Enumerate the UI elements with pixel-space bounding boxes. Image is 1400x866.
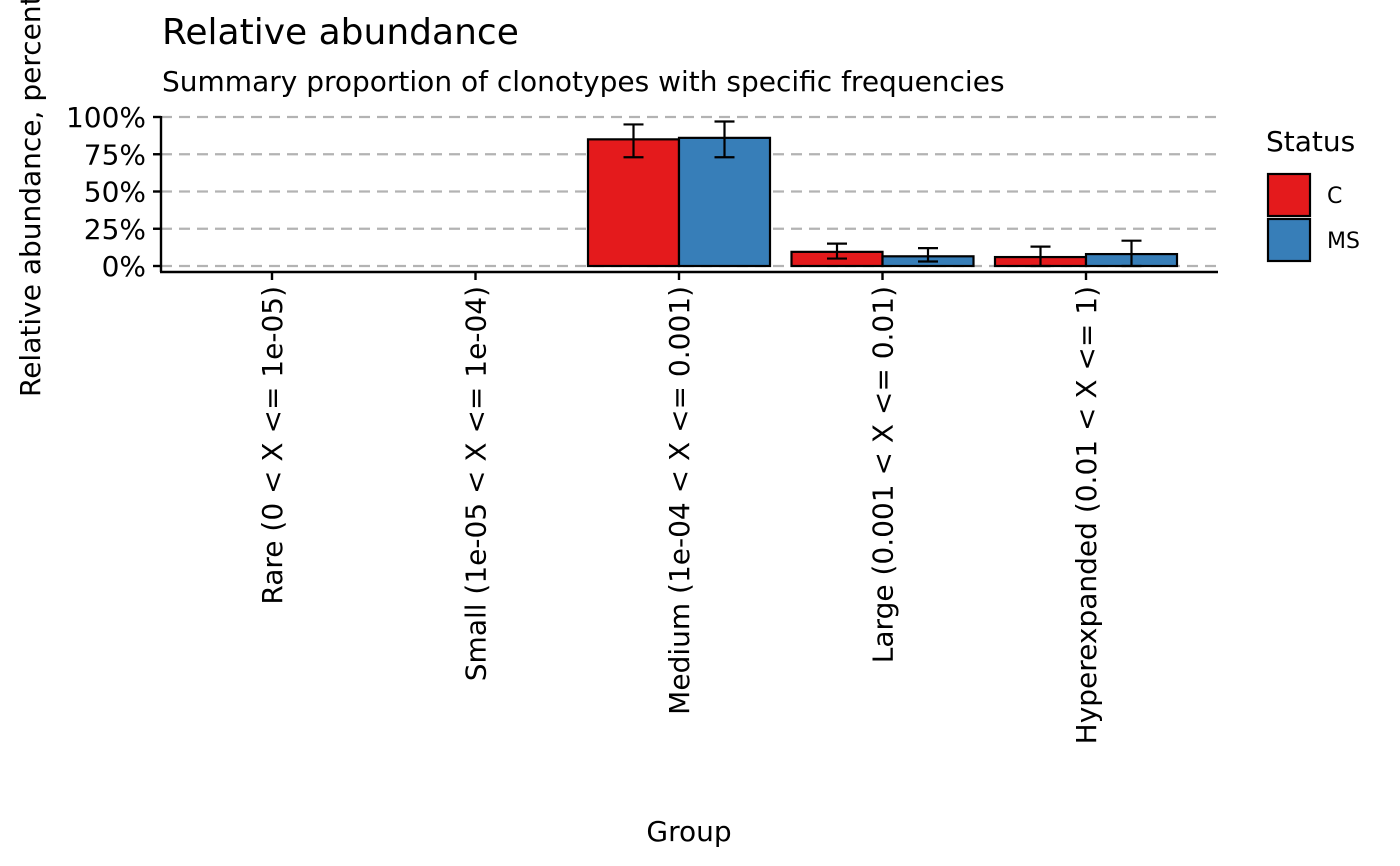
legend: Status C MS <box>1266 125 1360 263</box>
x-tick-label: Medium (1e-04 < X <= 0.001) <box>663 286 696 715</box>
x-axis-ticks: Rare (0 < X <= 1e-05) Small (1e-05 < X <=… <box>256 272 1103 744</box>
bars <box>586 136 1179 268</box>
y-tick-label: 100% <box>66 101 146 134</box>
error-bar-c-2 <box>623 123 644 159</box>
y-tick-label: 0% <box>102 250 146 283</box>
x-axis-title: Group <box>646 815 731 848</box>
x-tick-label: Rare (0 < X <= 1e-05) <box>256 286 289 605</box>
y-tick-label: 75% <box>84 138 146 171</box>
error-bars <box>623 120 1142 268</box>
legend-swatch-ms <box>1266 217 1312 263</box>
error-bar-ms-3 <box>918 247 938 263</box>
legend-swatch-c <box>1266 172 1312 218</box>
x-tick-label: Large (0.001 < X <= 0.01) <box>867 286 900 663</box>
chart-subtitle: Summary proportion of clonotypes with sp… <box>162 65 1005 98</box>
legend-label-ms: MS <box>1327 229 1360 254</box>
y-axis-ticks: 0% 25% 50% 75% 100% <box>66 101 161 283</box>
bar-c-2 <box>586 138 681 268</box>
legend-label-c: C <box>1327 184 1342 209</box>
error-bar-c-4 <box>1030 245 1051 268</box>
y-tick-label: 50% <box>84 176 146 209</box>
legend-title: Status <box>1266 125 1355 158</box>
y-tick-label: 25% <box>84 213 146 246</box>
chart-title: Relative abundance <box>162 12 519 53</box>
x-tick-label: Hyperexpanded (0.01 < X <= 1) <box>1070 286 1103 744</box>
x-tick-label: Small (1e-05 < X <= 1e-04) <box>460 286 493 681</box>
y-axis-title: Relative abundance, percentage <box>14 0 47 397</box>
error-bar-c-3 <box>827 242 847 260</box>
error-bar-ms-2 <box>714 120 735 159</box>
error-bar-ms-4 <box>1121 239 1142 268</box>
